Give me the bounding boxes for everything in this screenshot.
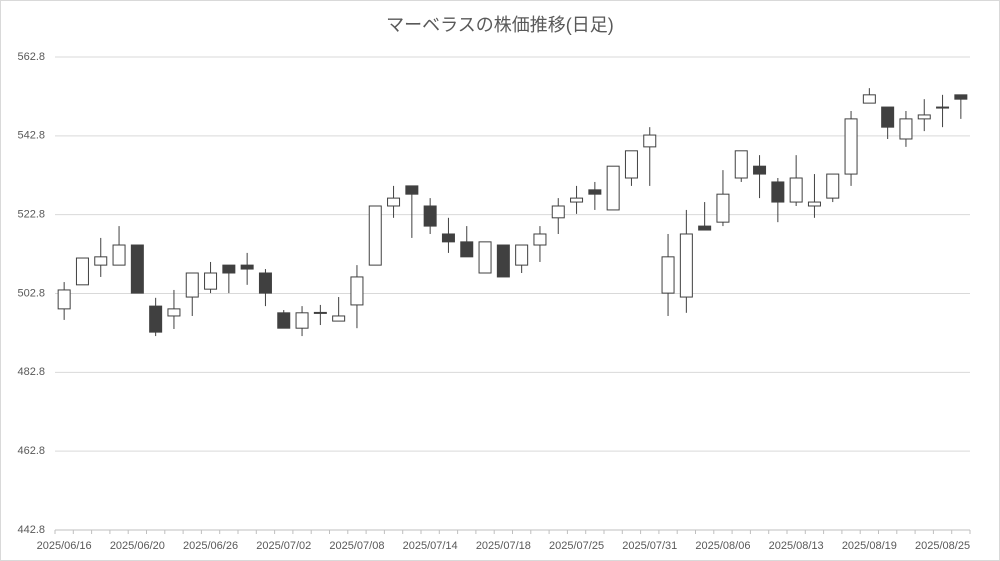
candle-body	[606, 165, 620, 211]
candle-body	[661, 256, 675, 294]
candle-body	[826, 173, 840, 199]
candle-body	[387, 197, 401, 207]
x-tick-label: 2025/07/02	[256, 540, 311, 552]
candle-body	[716, 193, 730, 223]
x-tick-label: 2025/07/18	[476, 540, 531, 552]
candle-body	[222, 264, 236, 274]
candle-body	[405, 185, 419, 195]
candle-body	[515, 244, 529, 266]
candle-body	[313, 311, 327, 314]
x-tick-label: 2025/06/16	[37, 540, 92, 552]
candle-body	[478, 241, 492, 274]
x-tick-label: 2025/08/25	[915, 540, 970, 552]
candle-body	[204, 272, 218, 290]
x-tick-label: 2025/06/20	[110, 540, 165, 552]
candle-body	[368, 205, 382, 266]
x-tick-label: 2025/08/13	[769, 540, 824, 552]
candle-body	[624, 150, 638, 179]
y-tick-label: 502.8	[17, 287, 45, 299]
candle-body	[277, 312, 291, 329]
chart-title: マーベラスの株価推移(日足)	[386, 15, 614, 35]
y-tick-label: 442.8	[17, 524, 45, 536]
candle-body	[350, 276, 364, 306]
candle-body	[954, 94, 968, 100]
x-tick-label: 2025/07/14	[403, 540, 458, 552]
x-tick-label: 2025/07/25	[549, 540, 604, 552]
candle-body	[533, 233, 547, 246]
candle-body	[240, 264, 254, 270]
candle-body	[258, 272, 272, 294]
candle-body	[112, 244, 126, 266]
candle-body	[130, 244, 144, 294]
candle-body	[771, 181, 785, 203]
candle-body	[753, 165, 767, 175]
candle-body	[423, 205, 437, 227]
candle-body	[75, 257, 89, 286]
candle-body	[679, 233, 693, 298]
y-tick-label: 562.8	[17, 51, 45, 63]
candle-body	[643, 134, 657, 148]
y-tick-label: 482.8	[17, 366, 45, 378]
x-tick-label: 2025/08/19	[842, 540, 897, 552]
candle-body	[844, 118, 858, 175]
candle-body	[551, 205, 565, 219]
x-tick-label: 2025/07/31	[622, 540, 677, 552]
candle-body	[441, 233, 455, 243]
candle-body	[936, 106, 950, 109]
candle-body	[862, 94, 876, 104]
candle-body	[734, 150, 748, 179]
x-tick-label: 2025/08/06	[695, 540, 750, 552]
y-tick-label: 462.8	[17, 445, 45, 457]
candle-body	[881, 106, 895, 128]
y-tick-label: 522.8	[17, 209, 45, 221]
candle-body	[460, 241, 474, 258]
candle-body	[698, 225, 712, 231]
candle-body	[789, 177, 803, 203]
x-tick-label: 2025/07/08	[329, 540, 384, 552]
candle-body	[917, 114, 931, 120]
candle-body	[149, 305, 163, 333]
candle-body	[167, 308, 181, 317]
candle-body	[899, 118, 913, 140]
candle-body	[332, 315, 346, 322]
candle-body	[570, 197, 584, 203]
candle-body	[588, 189, 602, 195]
x-tick-label: 2025/06/26	[183, 540, 238, 552]
y-tick-label: 542.8	[17, 130, 45, 142]
candle-body	[57, 289, 71, 310]
candle-body	[496, 244, 510, 278]
candle-body	[295, 312, 309, 329]
candle-body	[807, 201, 821, 207]
candle-body	[94, 256, 108, 266]
candle-body	[185, 272, 199, 298]
